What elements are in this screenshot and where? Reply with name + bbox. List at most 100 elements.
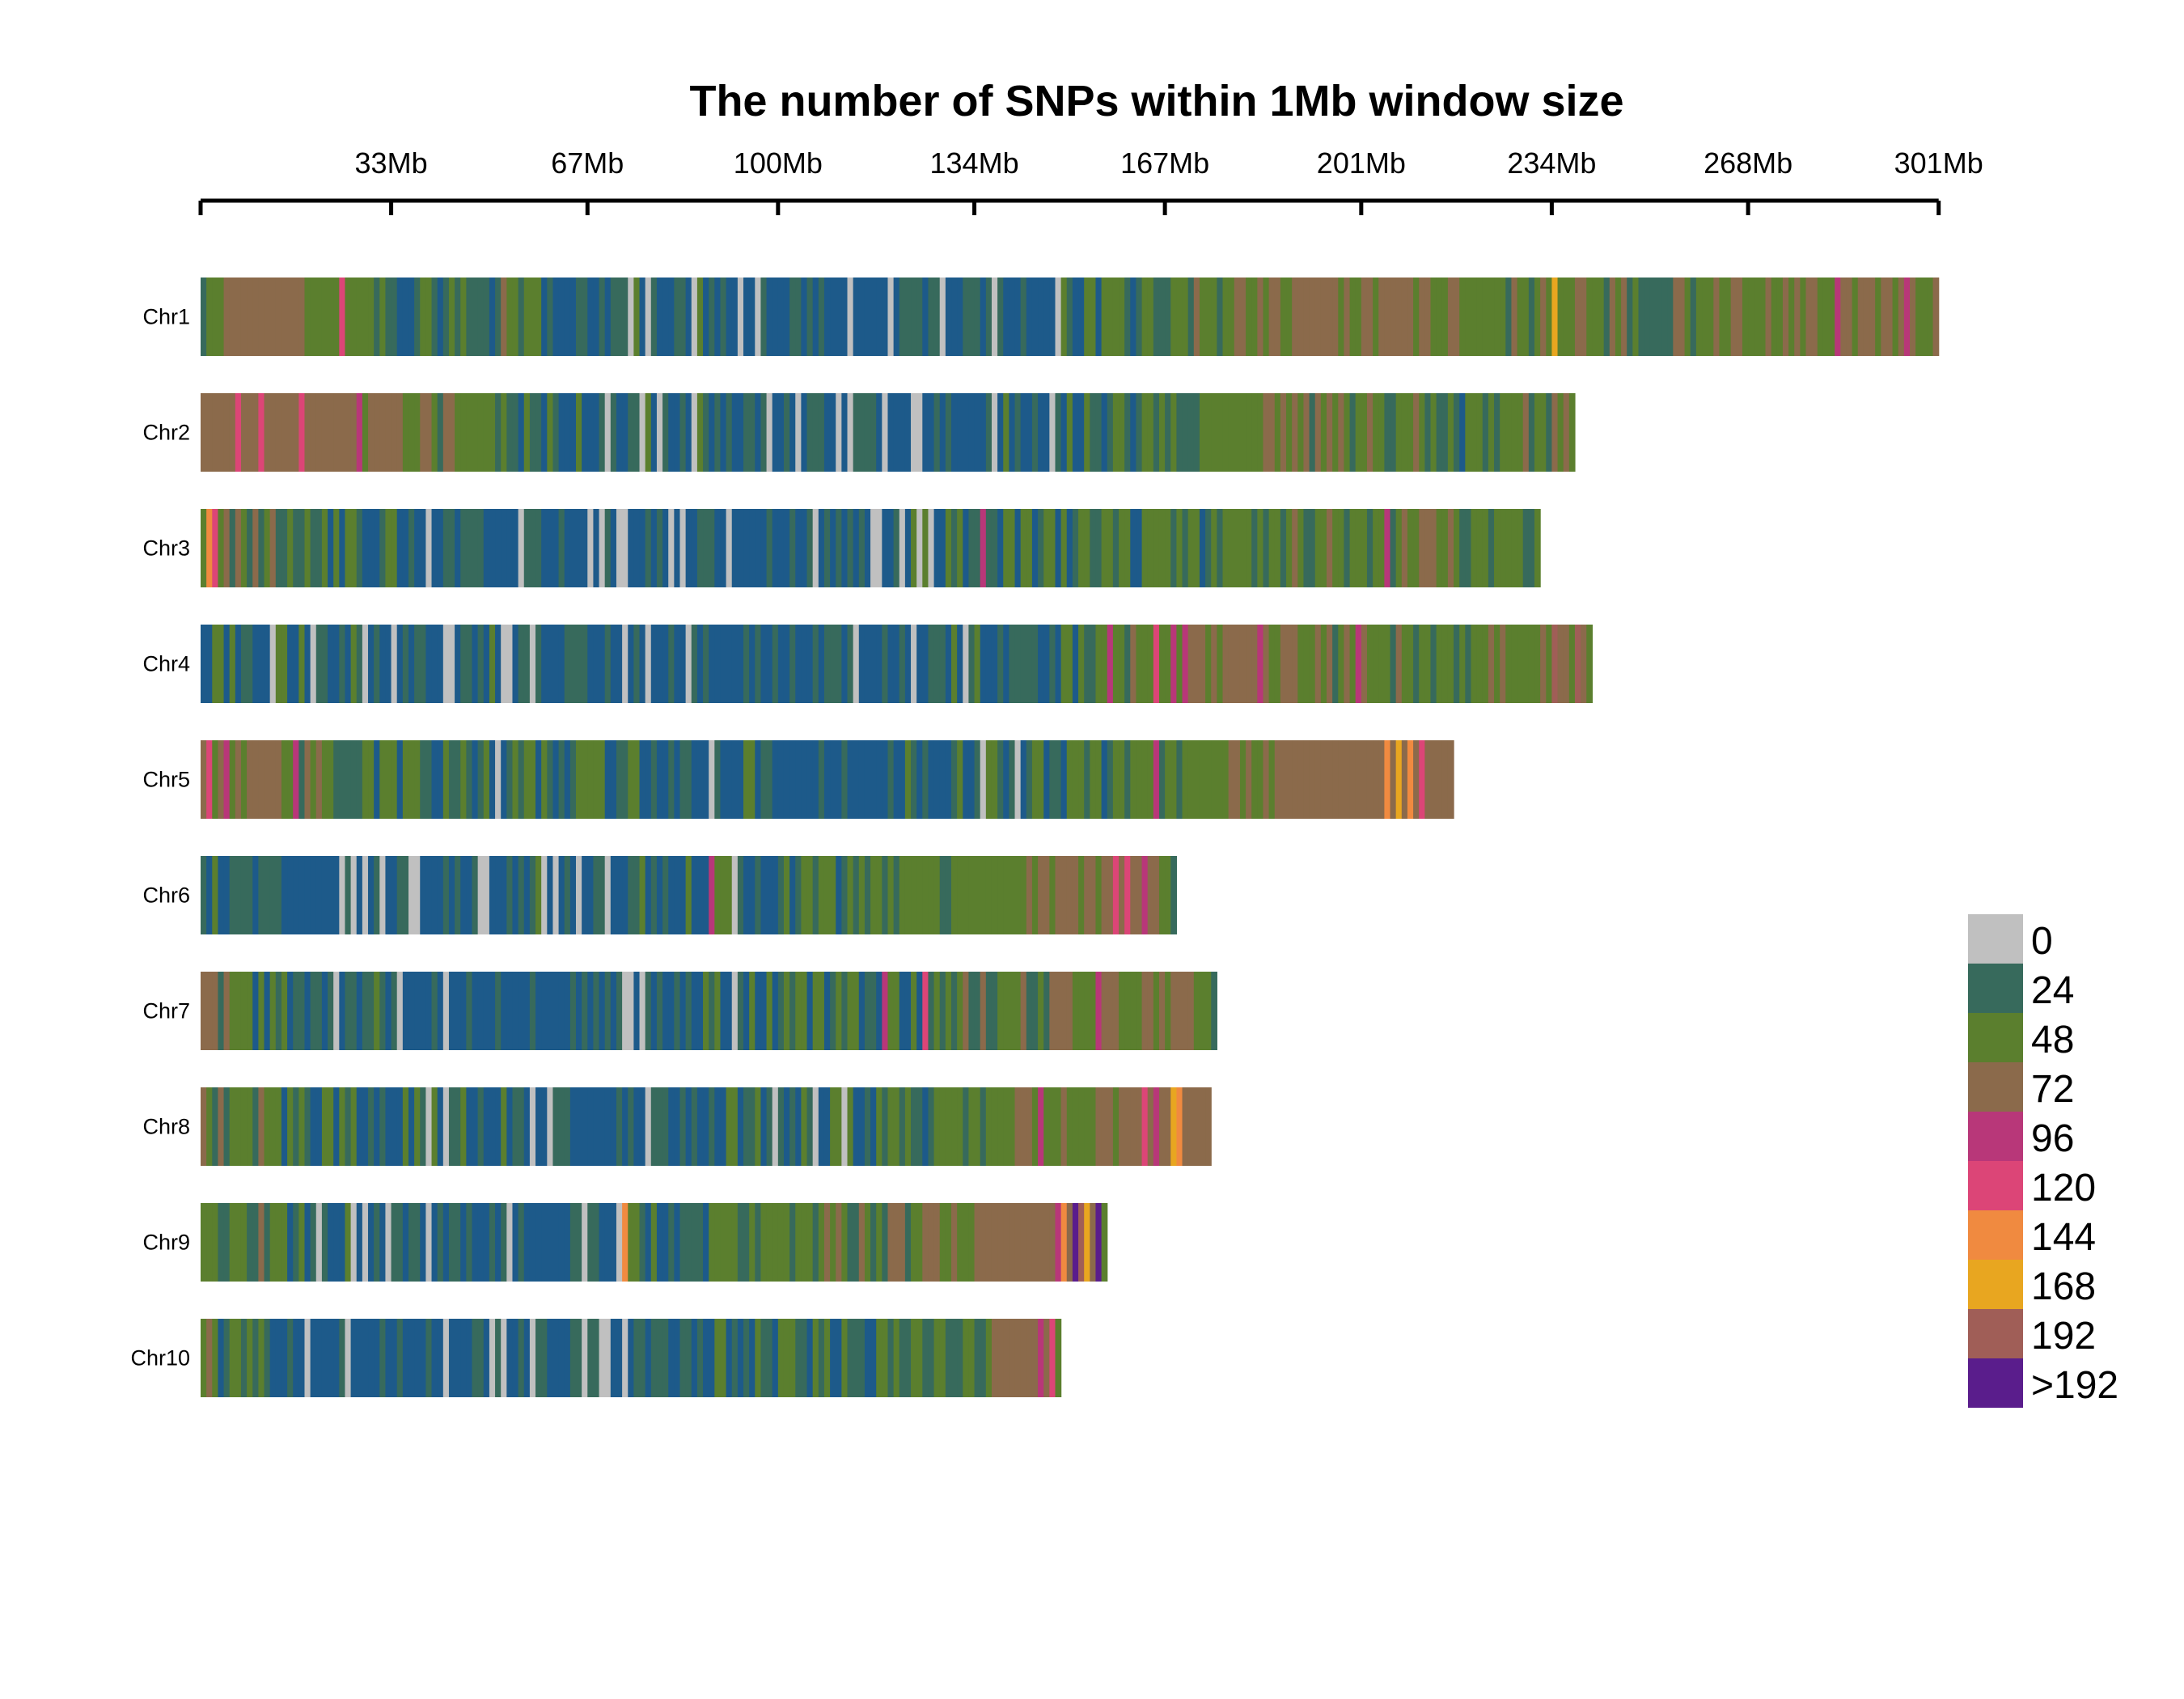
snp-window-cell <box>212 625 219 703</box>
snp-window-cell <box>1199 393 1206 472</box>
snp-window-cell <box>847 278 854 356</box>
snp-window-cell <box>576 278 582 356</box>
snp-window-cell <box>1003 740 1009 819</box>
snp-window-cell <box>1621 278 1627 356</box>
snp-window-cell <box>1349 509 1357 587</box>
snp-window-cell <box>645 393 652 472</box>
snp-window-cell <box>858 1203 866 1282</box>
snp-window-cell <box>858 740 866 819</box>
snp-window-cell <box>743 393 750 472</box>
snp-window-cell <box>345 278 352 356</box>
snp-window-cell <box>737 509 744 587</box>
snp-window-cell <box>1366 393 1373 472</box>
snp-window-cell <box>518 393 525 472</box>
snp-window-cell <box>350 393 358 472</box>
snp-window-cell <box>628 856 634 934</box>
snp-window-cell <box>783 972 790 1050</box>
snp-window-cell <box>1003 972 1009 1050</box>
snp-window-cell <box>240 1087 248 1166</box>
snp-window-cell <box>431 509 438 587</box>
snp-window-cell <box>1338 740 1345 819</box>
snp-window-cell <box>582 625 588 703</box>
snp-window-cell <box>720 509 727 587</box>
snp-window-cell <box>1031 625 1039 703</box>
snp-window-cell <box>951 972 958 1050</box>
snp-window-cell <box>709 1319 715 1397</box>
snp-window-cell <box>1713 278 1721 356</box>
snp-window-cell <box>1436 509 1443 587</box>
chromosome-label: Chr4 <box>142 652 190 676</box>
snp-window-cell <box>731 1203 739 1282</box>
snp-window-cell <box>315 278 323 356</box>
snp-window-cell <box>206 393 213 472</box>
snp-window-cell <box>743 1319 750 1397</box>
snp-window-cell <box>1119 1087 1125 1166</box>
snp-window-cell <box>1581 278 1587 356</box>
snp-window-cell <box>1251 625 1258 703</box>
snp-window-cell <box>616 1203 623 1282</box>
snp-window-cell <box>622 625 629 703</box>
snp-window-cell <box>1401 393 1408 472</box>
snp-window-cell <box>685 393 692 472</box>
snp-window-cell <box>1066 856 1073 934</box>
snp-window-cell <box>1344 509 1351 587</box>
snp-window-cell <box>1788 278 1795 356</box>
snp-window-cell <box>887 278 895 356</box>
snp-window-cell <box>806 393 814 472</box>
snp-window-cell <box>1107 1087 1114 1166</box>
snp-window-cell <box>247 1087 253 1166</box>
snp-window-cell <box>933 393 941 472</box>
snp-window-cell <box>662 856 669 934</box>
snp-window-cell <box>1314 393 1322 472</box>
snp-window-cell <box>1419 509 1425 587</box>
snp-window-cell <box>529 856 536 934</box>
snp-window-cell <box>709 1203 715 1282</box>
snp-window-cell <box>818 1203 825 1282</box>
snp-window-cell <box>1153 278 1160 356</box>
snp-window-cell <box>628 740 634 819</box>
snp-window-cell <box>662 1203 669 1282</box>
snp-window-cell <box>483 278 490 356</box>
snp-window-cell <box>870 393 877 472</box>
snp-window-cell <box>442 740 450 819</box>
snp-window-cell <box>252 1319 259 1397</box>
snp-window-cell <box>1072 1203 1079 1282</box>
snp-window-cell <box>414 509 421 587</box>
snp-window-cell <box>466 1087 473 1166</box>
snp-window-cell <box>709 509 715 587</box>
x-tick-label: 134Mb <box>930 146 1019 180</box>
snp-window-cell <box>287 972 294 1050</box>
snp-window-cell <box>206 972 213 1050</box>
snp-window-cell <box>841 972 849 1050</box>
snp-window-cell <box>1101 1203 1108 1282</box>
snp-window-cell <box>587 393 595 472</box>
snp-window-cell <box>1199 625 1206 703</box>
snp-window-cell <box>558 509 565 587</box>
snp-window-cell <box>980 509 987 587</box>
snp-window-cell <box>368 740 375 819</box>
snp-window-cell <box>356 856 363 934</box>
snp-window-cell <box>552 1087 560 1166</box>
snp-window-cell <box>1263 740 1270 819</box>
snp-window-cell <box>368 856 375 934</box>
snp-window-cell <box>374 509 380 587</box>
snp-window-cell <box>1494 625 1500 703</box>
snp-window-cell <box>1263 625 1270 703</box>
snp-window-cell <box>639 856 646 934</box>
snp-window-cell <box>749 856 756 934</box>
snp-window-cell <box>853 856 860 934</box>
snp-window-cell <box>1441 393 1449 472</box>
snp-window-cell <box>1401 740 1408 819</box>
snp-window-cell <box>1568 278 1576 356</box>
snp-window-cell <box>604 393 612 472</box>
snp-window-cell <box>806 509 814 587</box>
snp-window-cell <box>1043 509 1050 587</box>
snp-window-cell <box>858 972 866 1050</box>
snp-window-cell <box>772 972 779 1050</box>
legend-label: 168 <box>2031 1265 2096 1308</box>
snp-window-cell <box>679 740 687 819</box>
snp-window-cell <box>823 972 831 1050</box>
chromosome-track-chr10: Chr10 <box>130 1319 1062 1397</box>
snp-window-cell <box>529 1319 536 1397</box>
snp-window-cell <box>212 1319 219 1397</box>
